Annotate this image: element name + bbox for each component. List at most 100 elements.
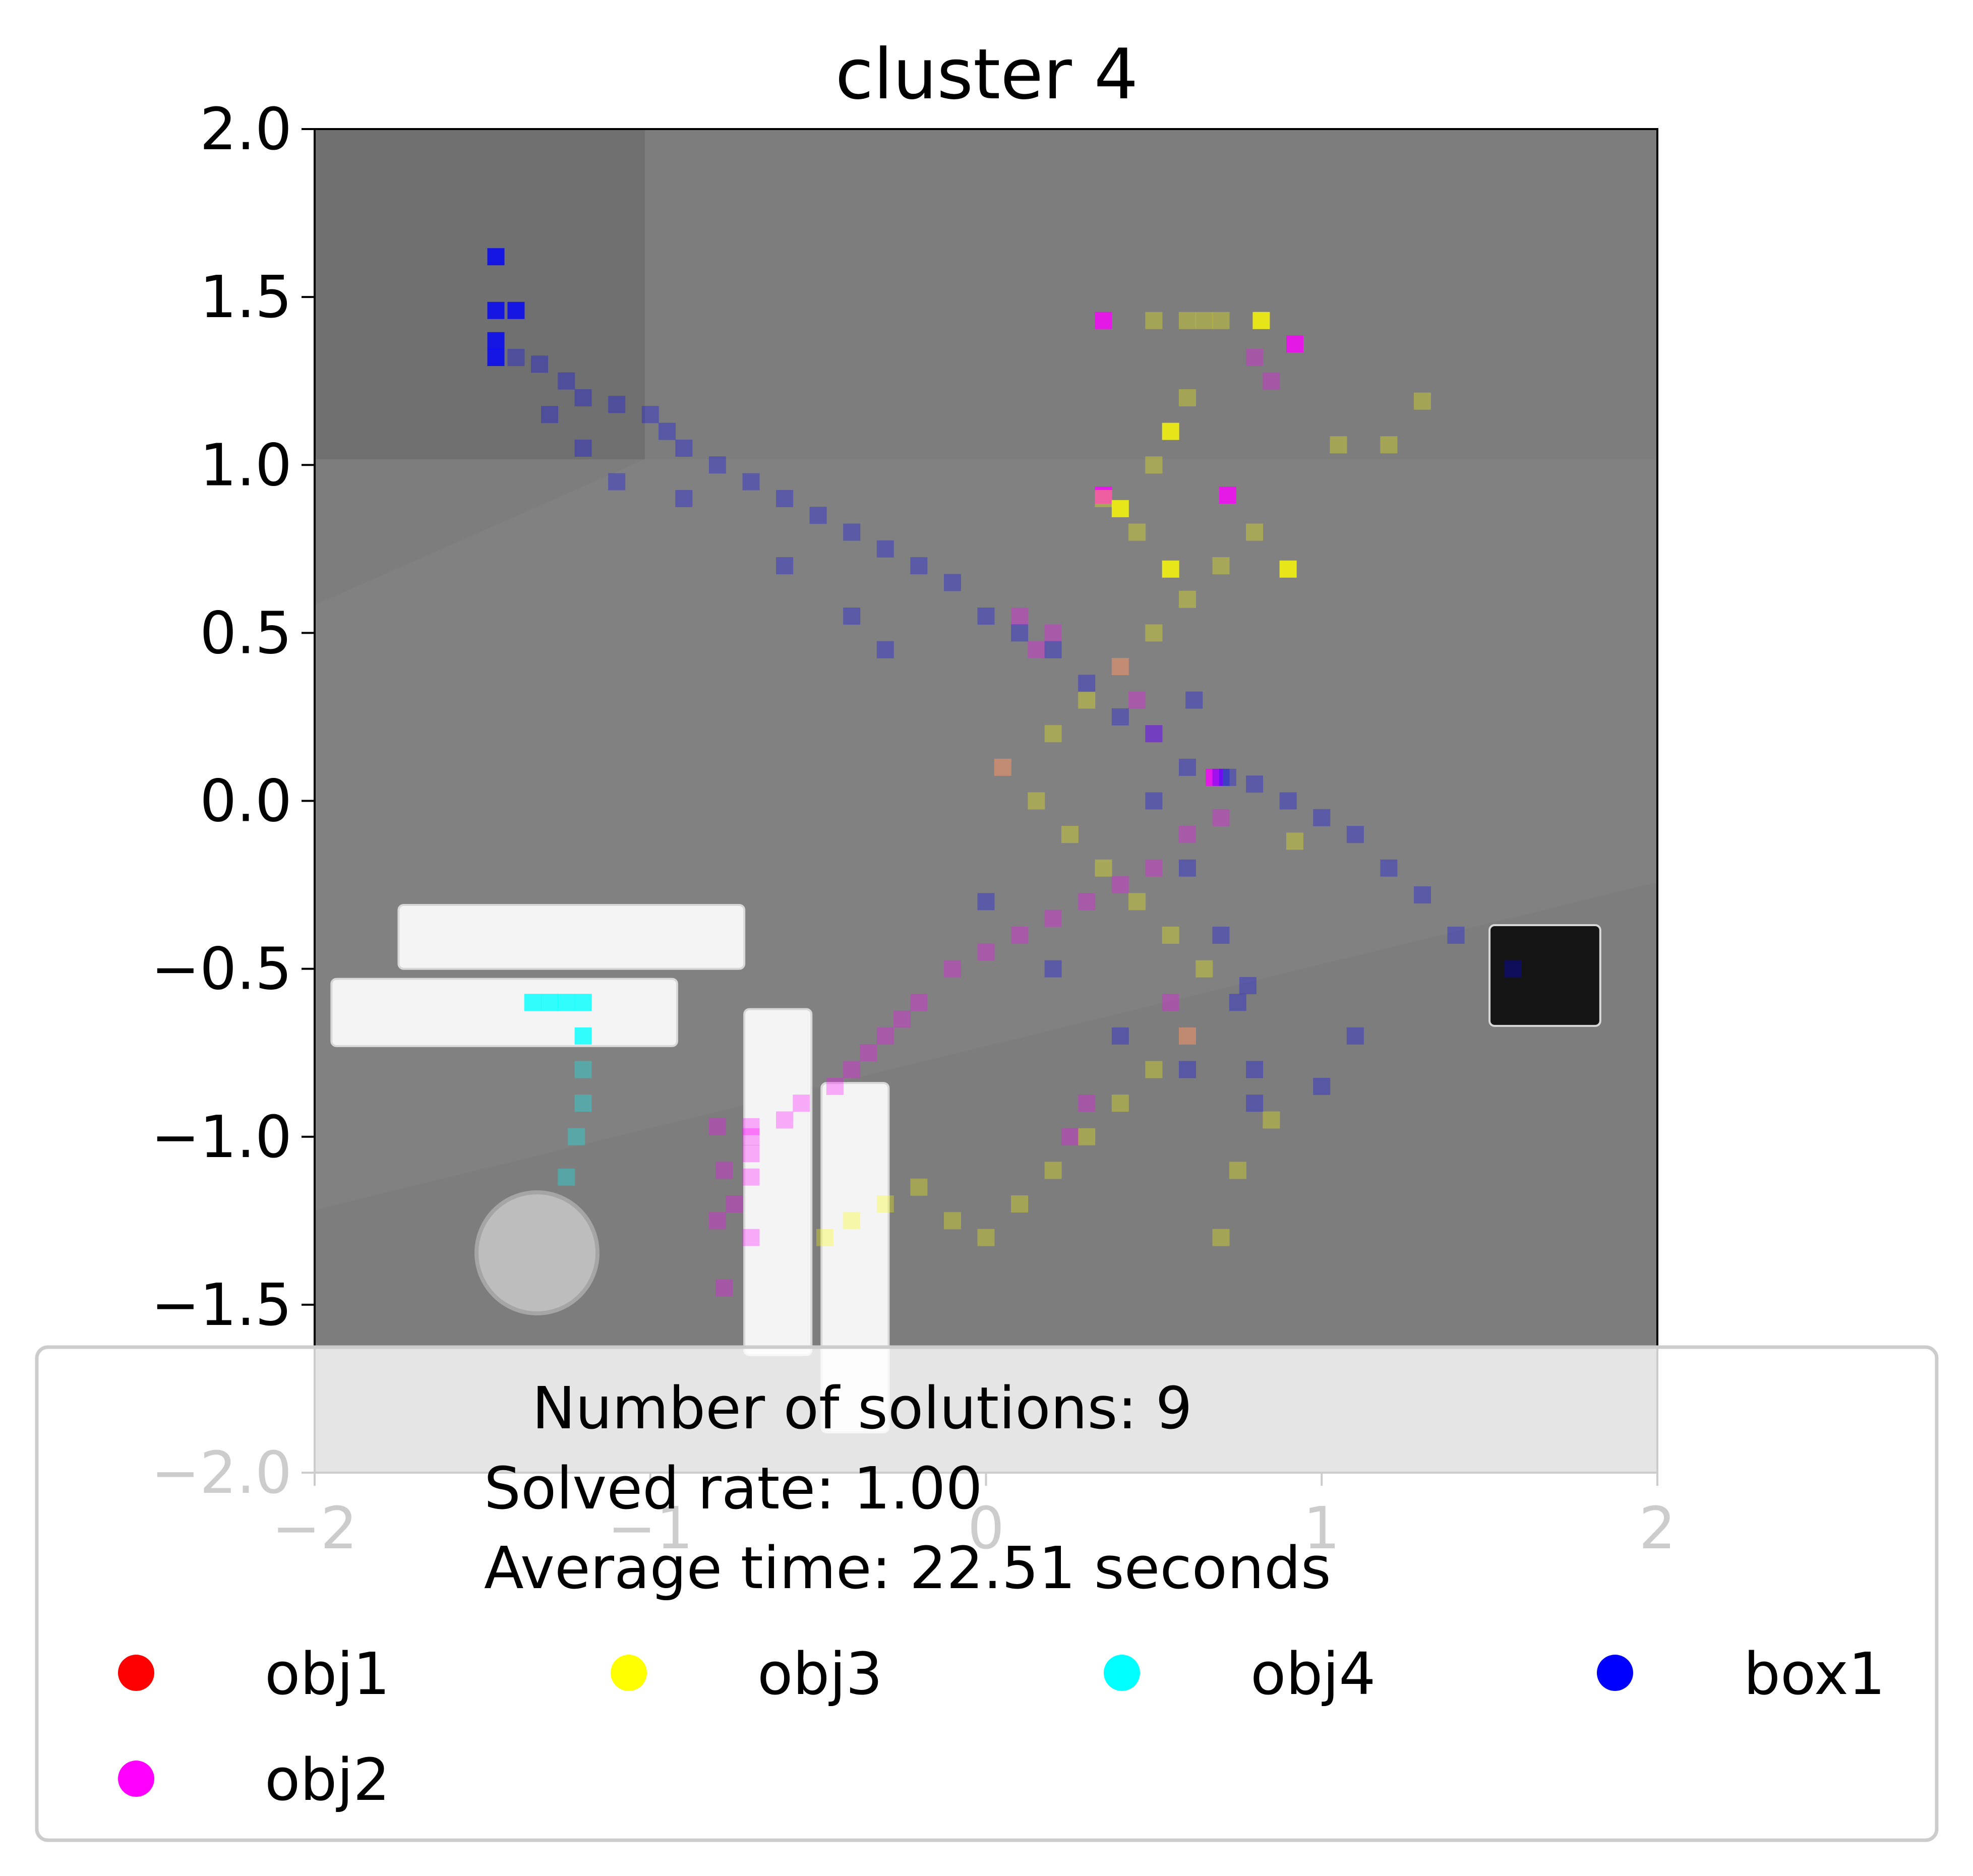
point-obj2 — [1162, 994, 1179, 1011]
point-box1 — [1447, 927, 1465, 944]
point-obj3 — [1380, 436, 1398, 454]
plot-area — [314, 128, 1658, 1474]
point-obj2 — [977, 943, 995, 961]
point-box1 — [776, 490, 794, 507]
box-object — [1488, 924, 1601, 1027]
point-obj2 — [1095, 487, 1112, 504]
point-box1 — [531, 355, 549, 373]
point-box1 — [641, 406, 659, 423]
point-box1 — [1246, 1095, 1264, 1112]
point-box1 — [1239, 977, 1257, 994]
legend-marker — [1104, 1655, 1140, 1691]
y-tick-label: 0.0 — [200, 768, 292, 835]
legend-item-box1: box1 — [1597, 1641, 1885, 1708]
point-obj2 — [1011, 608, 1029, 625]
point-obj2 — [1178, 1027, 1196, 1045]
point-obj2 — [876, 1027, 894, 1045]
legend-label: obj4 — [1250, 1641, 1376, 1708]
point-obj2 — [1145, 859, 1163, 877]
point-obj4 — [574, 1061, 592, 1078]
legend-item-obj1: obj1 — [118, 1641, 390, 1708]
point-box1 — [1279, 792, 1297, 810]
y-axis-ticks: 2.01.51.00.50.0−0.5−1.0−1.5−2.0 — [151, 96, 315, 1507]
point-obj2 — [1128, 691, 1146, 709]
point-obj3 — [1178, 590, 1196, 608]
point-obj3 — [1263, 1111, 1280, 1129]
point-box1 — [1178, 859, 1196, 877]
point-box1 — [977, 893, 995, 911]
point-obj3 — [1246, 523, 1264, 541]
series-layer — [487, 248, 1522, 1297]
point-box1 — [809, 507, 827, 524]
point-obj2 — [1212, 809, 1230, 826]
point-obj2 — [1206, 768, 1223, 786]
point-box1 — [487, 349, 505, 367]
point-box1 — [1178, 1061, 1196, 1078]
point-box1 — [1111, 1027, 1129, 1045]
point-box1 — [1185, 691, 1203, 709]
point-box1 — [558, 372, 575, 390]
point-obj3 — [843, 1212, 861, 1230]
point-obj2 — [776, 1111, 794, 1129]
point-obj2 — [843, 1061, 861, 1078]
point-obj2 — [1078, 893, 1096, 911]
point-box1 — [541, 406, 559, 423]
point-obj3 — [1252, 312, 1270, 329]
point-obj2 — [826, 1077, 844, 1095]
point-obj3 — [1162, 560, 1179, 578]
point-box1 — [675, 439, 693, 457]
point-box1 — [1212, 768, 1230, 786]
point-box1 — [659, 422, 676, 440]
y-tick-label: 0.5 — [200, 599, 292, 667]
legend-label: box1 — [1744, 1641, 1885, 1708]
point-obj3 — [1128, 523, 1146, 541]
point-obj2 — [1263, 372, 1280, 390]
point-obj2 — [742, 1168, 760, 1186]
point-obj3 — [1212, 557, 1230, 575]
legend-label: obj3 — [757, 1641, 882, 1708]
bar-2 — [330, 978, 679, 1047]
point-box1 — [1219, 768, 1236, 786]
cylinder-object — [474, 1190, 600, 1315]
y-tick-label: −1.5 — [151, 1272, 292, 1339]
point-obj3 — [994, 758, 1011, 776]
point-box1 — [507, 349, 525, 367]
point-box1 — [742, 473, 760, 491]
point-obj2 — [708, 1212, 726, 1230]
point-obj2 — [1178, 826, 1196, 843]
point-box1 — [843, 608, 861, 625]
point-obj4 — [558, 994, 575, 1011]
point-obj2 — [726, 1195, 743, 1213]
bar-1 — [397, 904, 746, 970]
point-box1 — [1346, 1027, 1364, 1045]
point-obj3 — [1162, 927, 1179, 944]
point-obj2 — [860, 1044, 877, 1062]
point-obj2 — [1219, 487, 1236, 504]
point-obj3 — [1044, 725, 1062, 743]
point-box1 — [1413, 886, 1431, 904]
point-obj2 — [1111, 658, 1129, 675]
point-box1 — [708, 456, 726, 474]
point-obj3 — [876, 1195, 894, 1213]
point-obj4 — [568, 1128, 585, 1145]
point-obj3 — [943, 1212, 961, 1230]
point-obj3 — [1330, 436, 1347, 454]
point-box1 — [574, 389, 592, 406]
point-obj3 — [1011, 1195, 1029, 1213]
point-box1 — [1229, 994, 1246, 1011]
point-box1 — [574, 439, 592, 457]
legend-item-obj4: obj4 — [1104, 1641, 1376, 1708]
point-box1 — [776, 557, 794, 575]
legend-box — [35, 1345, 1939, 1842]
point-box1 — [1111, 708, 1129, 725]
series-obj3 — [816, 312, 1431, 1246]
point-obj2 — [793, 1095, 810, 1112]
series-obj4 — [524, 994, 592, 1186]
chart-title: cluster 4 — [835, 34, 1139, 115]
point-obj2 — [715, 1279, 733, 1297]
point-obj3 — [1111, 500, 1129, 517]
point-box1 — [1504, 960, 1522, 978]
point-box1 — [487, 332, 505, 349]
point-obj3 — [977, 1229, 995, 1246]
